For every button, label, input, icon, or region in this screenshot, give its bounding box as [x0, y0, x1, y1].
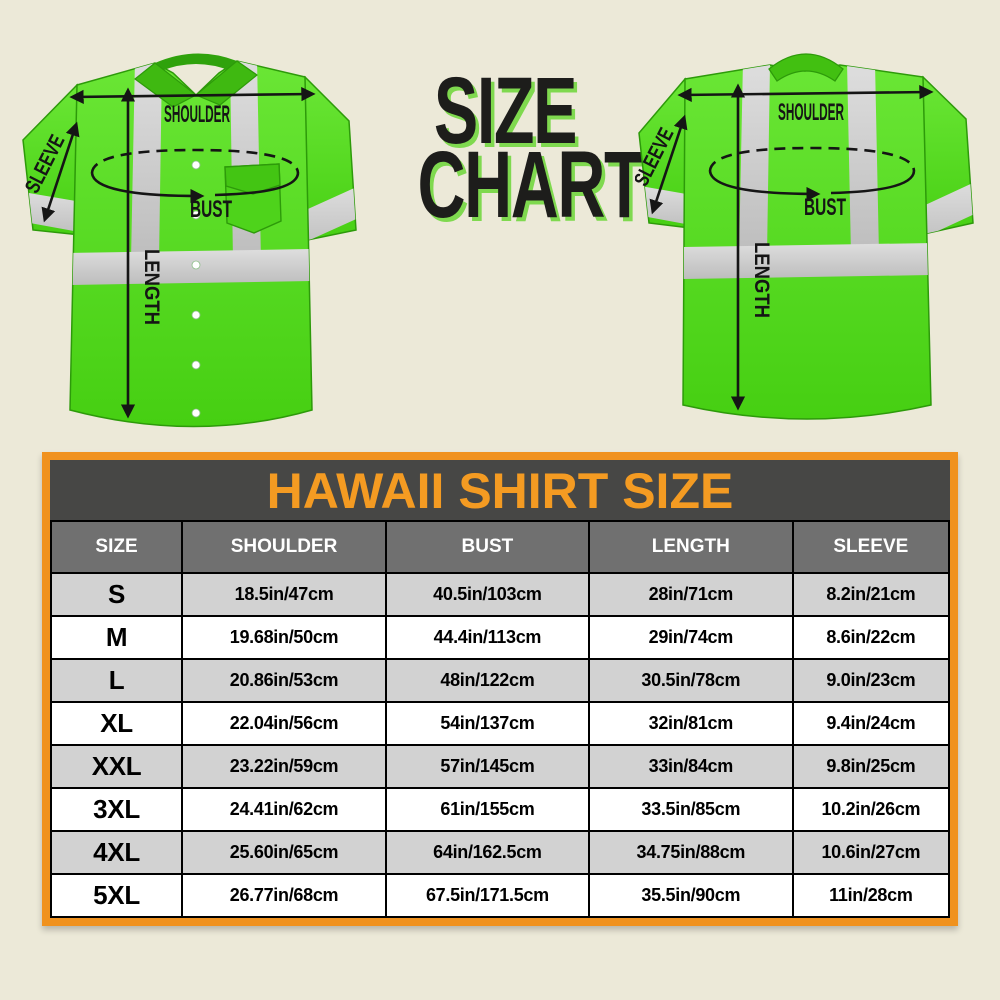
shoulder-value: 24.41in/62cm: [181, 787, 387, 832]
size-row-xxl: XXL 23.22in/59cm 57in/145cm 33in/84cm 9.…: [49, 744, 951, 789]
column-header-sleeve: SLEEVE: [791, 520, 951, 574]
shoulder-value: 22.04in/56cm: [181, 701, 387, 746]
front-bust-arrow: [90, 172, 205, 204]
size-value: 3XL: [49, 787, 184, 832]
front-shoulder-label: SHOULDER: [164, 101, 230, 128]
size-table-title: HAWAII SHIRT SIZE: [50, 460, 950, 520]
length-value: 29in/74cm: [587, 615, 794, 660]
shoulder-value: 26.77in/68cm: [181, 873, 387, 918]
length-value: 35.5in/90cm: [587, 873, 794, 918]
column-header-shoulder: SHOULDER: [181, 520, 387, 574]
size-value: S: [49, 572, 184, 617]
front-buttons: [191, 160, 201, 418]
shirt-front-diagram: SHOULDER BUST SLEEVE LENGTH: [21, 53, 357, 428]
size-chart-heading: SIZE CHART: [380, 58, 645, 239]
bust-value: 54in/137cm: [384, 701, 590, 746]
sleeve-value: 9.4in/24cm: [791, 701, 951, 746]
front-bust-ellipse-dashed: [90, 148, 300, 174]
size-value: XL: [49, 701, 184, 746]
back-length-label: LENGTH: [750, 242, 773, 318]
back-bust-ellipse-solid: [830, 170, 916, 195]
length-value: 33.5in/85cm: [587, 787, 794, 832]
back-bust-ellipse-dashed: [708, 146, 916, 172]
size-row-m: M 19.68in/50cm 44.4in/113cm 29in/74cm 8.…: [49, 615, 951, 660]
size-table: HAWAII SHIRT SIZE SIZE SHOULDER BUST LEN…: [42, 452, 958, 926]
size-row-5xl: 5XL 26.77in/68cm 67.5in/171.5cm 35.5in/9…: [49, 873, 951, 918]
sleeve-value: 9.0in/23cm: [791, 658, 951, 703]
back-sleeve-arrow: [649, 114, 688, 215]
length-value: 28in/71cm: [587, 572, 794, 617]
length-value: 34.75in/88cm: [587, 830, 794, 875]
shoulder-value: 20.86in/53cm: [181, 658, 387, 703]
bust-value: 64in/162.5cm: [384, 830, 590, 875]
size-row-3xl: 3XL 24.41in/62cm 61in/155cm 33.5in/85cm …: [49, 787, 951, 832]
bust-value: 48in/122cm: [384, 658, 590, 703]
shoulder-value: 23.22in/59cm: [181, 744, 387, 789]
back-collar: [768, 53, 844, 82]
sleeve-value: 8.6in/22cm: [791, 615, 951, 660]
size-row-4xl: 4XL 25.60in/65cm 64in/162.5cm 34.75in/88…: [49, 830, 951, 875]
size-row-s: S 18.5in/47cm 40.5in/103cm 28in/71cm 8.2…: [49, 572, 951, 617]
front-length-label: LENGTH: [140, 249, 163, 325]
size-chart-heading-line2: CHART: [417, 132, 645, 239]
sleeve-value: 9.8in/25cm: [791, 744, 951, 789]
size-table-header-row: SIZE SHOULDER BUST LENGTH SLEEVE: [49, 520, 951, 574]
bust-value: 61in/155cm: [384, 787, 590, 832]
column-header-bust: BUST: [384, 520, 590, 574]
size-chart-heading-line1: SIZE: [433, 58, 578, 164]
bust-value: 40.5in/103cm: [384, 572, 590, 617]
size-value: 5XL: [49, 873, 184, 918]
sleeve-value: 10.2in/26cm: [791, 787, 951, 832]
back-bust-label: BUST: [804, 194, 846, 221]
back-shoulder-arrow: [677, 84, 934, 103]
bust-value: 57in/145cm: [384, 744, 590, 789]
front-sleeve-arrow: [41, 121, 80, 223]
length-value: 32in/81cm: [587, 701, 794, 746]
front-chest-pocket: [224, 163, 282, 234]
size-value: 4XL: [49, 830, 184, 875]
front-bust-ellipse-solid: [214, 172, 300, 197]
sleeve-value: 11in/28cm: [791, 873, 951, 918]
shoulder-value: 19.68in/50cm: [181, 615, 387, 660]
front-shoulder-arrow: [69, 86, 316, 105]
front-bust-label: BUST: [190, 196, 232, 223]
back-shoulder-label: SHOULDER: [778, 99, 844, 126]
size-value: L: [49, 658, 184, 703]
length-value: 30.5in/78cm: [587, 658, 794, 703]
length-value: 33in/84cm: [587, 744, 794, 789]
shoulder-value: 25.60in/65cm: [181, 830, 387, 875]
column-header-length: LENGTH: [587, 520, 794, 574]
size-row-l: L 20.86in/53cm 48in/122cm 30.5in/78cm 9.…: [49, 658, 951, 703]
bust-value: 44.4in/113cm: [384, 615, 590, 660]
bust-value: 67.5in/171.5cm: [384, 873, 590, 918]
size-value: M: [49, 615, 184, 660]
shoulder-value: 18.5in/47cm: [181, 572, 387, 617]
column-header-size: SIZE: [49, 520, 184, 574]
sleeve-value: 8.2in/21cm: [791, 572, 951, 617]
size-row-xl: XL 22.04in/56cm 54in/137cm 32in/81cm 9.4…: [49, 701, 951, 746]
size-value: XXL: [49, 744, 184, 789]
shirt-back-diagram: SHOULDER BUST SLEEVE LENGTH: [635, 53, 974, 420]
sleeve-value: 10.6in/27cm: [791, 830, 951, 875]
back-bust-arrow: [708, 170, 821, 202]
